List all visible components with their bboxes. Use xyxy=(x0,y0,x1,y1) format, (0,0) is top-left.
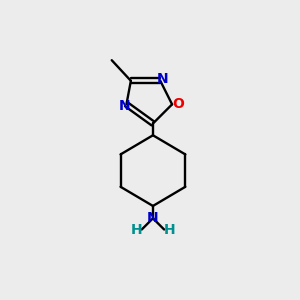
Text: O: O xyxy=(172,98,184,111)
Text: H: H xyxy=(164,223,175,236)
Text: N: N xyxy=(118,99,130,113)
Text: N: N xyxy=(147,211,159,225)
Text: H: H xyxy=(130,223,142,236)
Text: N: N xyxy=(157,72,168,86)
